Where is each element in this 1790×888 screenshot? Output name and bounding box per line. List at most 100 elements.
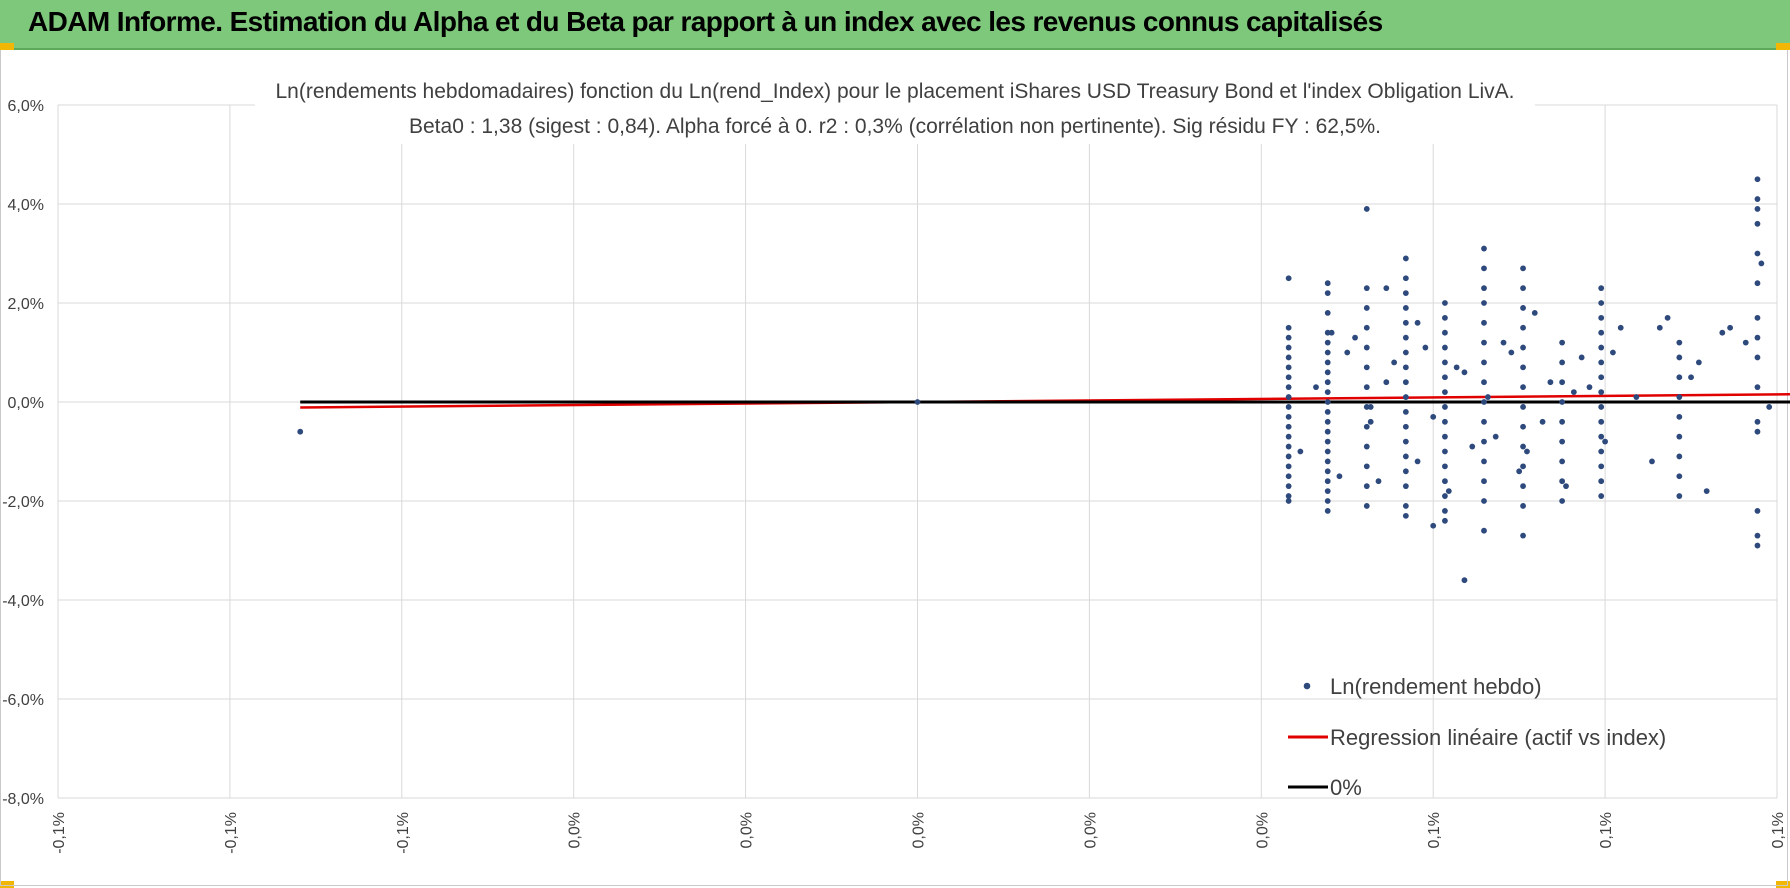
scatter-point: [1414, 458, 1421, 465]
y-tick-label: -6,0%: [2, 692, 44, 709]
series-layer: [297, 176, 1790, 584]
scatter-point: [1442, 478, 1448, 485]
scatter-point: [1402, 290, 1409, 296]
scatter-point: [1324, 349, 1331, 356]
scatter-point: [1383, 285, 1390, 292]
scatter-point: [1442, 359, 1448, 366]
scatter-point: [1598, 374, 1605, 381]
report-banner: ADAM Informe. Estimation du Alpha et du …: [0, 0, 1790, 50]
scatter-point: [1676, 453, 1683, 460]
y-tick-label: -4,0%: [2, 593, 44, 610]
scatter-point: [1352, 334, 1358, 341]
scatter-point: [1578, 354, 1585, 361]
legend-label-regression: Regression linéaire (actif vs index): [1330, 725, 1666, 750]
scatter-point: [1285, 354, 1292, 361]
scatter-point: [1559, 438, 1566, 445]
scatter-point: [1754, 176, 1761, 183]
scatter-point: [1598, 300, 1605, 306]
scatter-point: [1598, 344, 1605, 351]
scatter-point: [1520, 503, 1526, 509]
scatter-point: [1484, 394, 1491, 400]
scatter-point: [1375, 478, 1382, 485]
x-tick-label: -0,1%: [223, 812, 240, 854]
scatter-point: [1442, 389, 1448, 395]
scatter-point: [1442, 418, 1448, 425]
scatter-point: [1520, 265, 1526, 272]
x-tick-label: -0,1%: [51, 812, 68, 854]
scatter-point: [1754, 532, 1761, 539]
scatter-point: [1442, 344, 1448, 351]
scatter-point: [1676, 413, 1683, 420]
scatter-point: [1602, 438, 1608, 445]
scatter-point: [1363, 423, 1370, 430]
scatter-point: [1676, 433, 1683, 440]
scatter-point: [1324, 290, 1331, 296]
scatter-point: [1285, 374, 1292, 381]
scatter-point: [1453, 364, 1460, 371]
scatter-point: [1367, 404, 1374, 410]
scatter-point: [1402, 334, 1409, 341]
scatter-point: [1414, 319, 1421, 326]
scatter-point: [1442, 374, 1448, 381]
scatter-point: [1324, 468, 1331, 475]
scatter-point: [1754, 220, 1761, 227]
scatter-point: [1559, 339, 1566, 346]
scatter-point: [1383, 379, 1390, 386]
x-tick-label: 0,0%: [739, 812, 756, 848]
scatter-point: [1402, 394, 1409, 400]
legend-label-points: Ln(rendement hebdo): [1330, 674, 1542, 699]
scatter-point: [1719, 329, 1726, 336]
scatter-point: [1754, 314, 1761, 321]
scatter-point: [1285, 413, 1292, 420]
y-tick-label: -8,0%: [2, 791, 44, 808]
scatter-point: [1461, 577, 1468, 584]
scatter-point: [1402, 468, 1409, 475]
scatter-point: [1649, 458, 1655, 465]
scatter-point: [1688, 374, 1694, 381]
scatter-point: [1754, 354, 1761, 361]
scatter-point: [1285, 463, 1292, 470]
scatter-point: [1524, 448, 1530, 455]
scatter-point: [1598, 314, 1605, 321]
scatter-point: [1430, 522, 1437, 529]
x-tick-label: 0,0%: [911, 812, 928, 848]
scatter-point: [1520, 423, 1526, 430]
scatter-point: [1598, 359, 1605, 366]
scatter-point: [1324, 310, 1331, 316]
scatter-point: [1676, 394, 1683, 400]
scatter-point: [1285, 498, 1292, 504]
scatter-point: [1363, 285, 1370, 292]
scatter-point: [1481, 265, 1487, 272]
scatter-point: [1336, 473, 1343, 480]
scatter-point: [1363, 443, 1370, 450]
scatter-point: [1442, 463, 1448, 470]
scatter-point: [1676, 473, 1683, 480]
scatter-point: [1520, 344, 1526, 351]
scatter-point: [1559, 379, 1566, 386]
scatter-point: [1285, 275, 1292, 282]
scatter-point: [1559, 399, 1566, 405]
scatter-point: [1617, 324, 1624, 331]
scatter-point: [1285, 483, 1292, 490]
scatter-point: [1754, 206, 1761, 212]
legend-label-zero: 0%: [1330, 775, 1362, 800]
scatter-point: [1285, 344, 1292, 351]
scatter-point: [1563, 483, 1569, 490]
scatter-point: [1598, 463, 1605, 470]
scatter-point: [1481, 379, 1487, 386]
scatter-point: [1754, 280, 1761, 287]
scatter-point: [1481, 527, 1487, 534]
scatter-point: [1676, 374, 1683, 381]
scatter-point: [1402, 423, 1409, 430]
scatter-point: [1402, 319, 1409, 326]
scatter-point: [1481, 498, 1487, 504]
y-tick-label: 6,0%: [8, 98, 44, 115]
scatter-point: [1481, 339, 1487, 346]
scatter-point: [1445, 488, 1452, 494]
scatter-point: [1324, 458, 1331, 465]
scatter-point: [1695, 359, 1702, 366]
y-axis-ticks: 6,0% 4,0% 2,0% 0,0% -2,0% -4,0% -6,0% -8,0%: [2, 98, 44, 808]
scatter-point: [1285, 384, 1292, 391]
scatter-point: [1367, 418, 1374, 425]
